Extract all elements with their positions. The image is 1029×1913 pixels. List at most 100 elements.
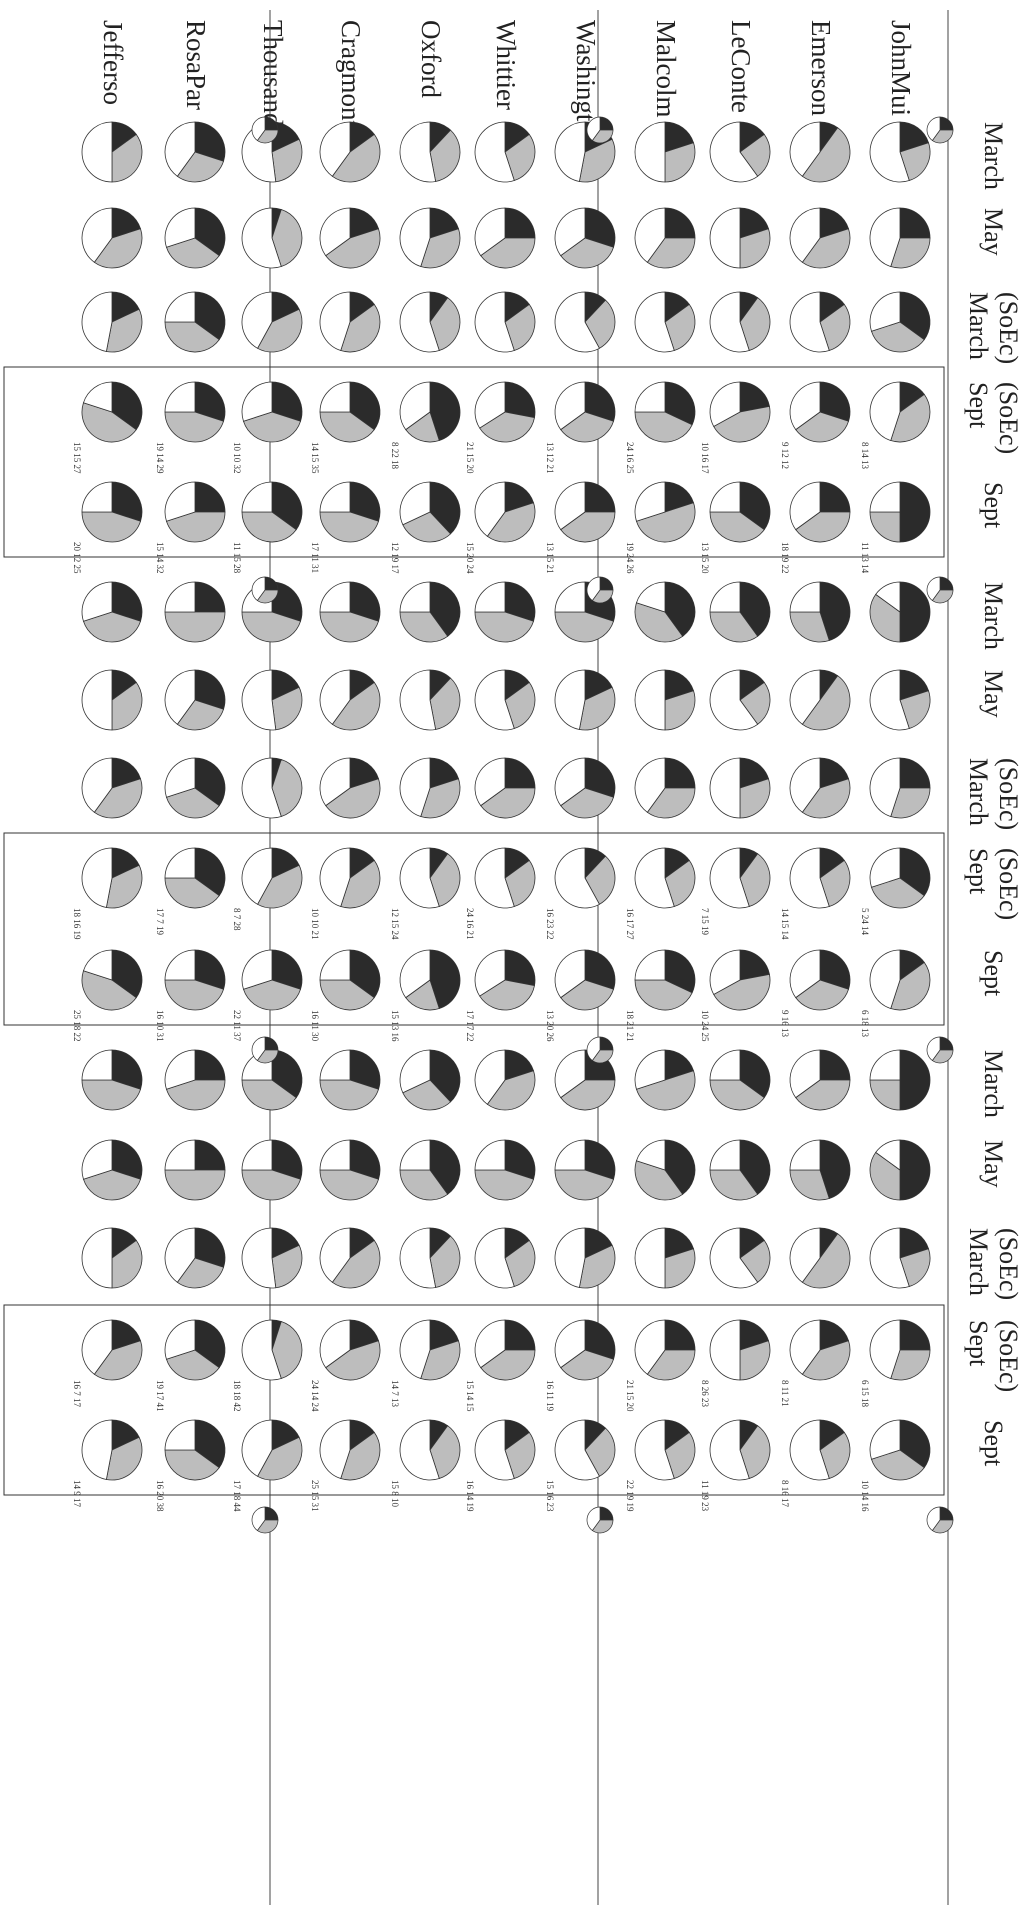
pie-light-slice: [319, 1079, 380, 1111]
pie-light-slice: [795, 411, 850, 443]
pie: [474, 1319, 536, 1381]
column-label: Sept: [979, 950, 1008, 997]
pie-dark-slice: [899, 291, 931, 341]
pie-dark-slice: [429, 757, 460, 789]
pie: [789, 121, 851, 183]
pie-count-label: 8 26 23: [700, 1380, 710, 1408]
pie-white-slice: [709, 847, 750, 909]
pie-light-slice: [578, 138, 616, 183]
pie-light-slice: [664, 1248, 696, 1289]
pie-white-slice: [869, 121, 910, 183]
pie-white-slice: [634, 669, 666, 731]
pie: [241, 207, 303, 269]
pie: [164, 757, 226, 819]
pie-white-slice: [789, 1419, 830, 1481]
pie-white-slice: [474, 669, 515, 731]
pie-dark-slice: [349, 381, 381, 431]
pie-dark-slice: [899, 207, 931, 239]
pie-white-slice: [869, 291, 901, 332]
pie-count-label: 19 17 41: [155, 1380, 165, 1412]
pie: [634, 291, 696, 353]
pie: [554, 1319, 616, 1381]
pie: [399, 207, 461, 269]
pie-white-slice: [474, 1419, 515, 1481]
pie: [789, 581, 851, 643]
pie-white-slice: [635, 1139, 666, 1171]
column-label-line1: (SoEc): [994, 1228, 1023, 1300]
pie: [634, 207, 696, 269]
pie-dark-slice: [819, 207, 850, 239]
pie-dark-slice: [819, 757, 850, 789]
pie-dark-slice: [819, 481, 851, 513]
pie: [319, 581, 381, 643]
pie-white-slice: [164, 949, 196, 981]
pie-light-slice: [429, 677, 461, 730]
pie-white-slice: [81, 669, 113, 731]
pie-dark-slice: [429, 207, 460, 239]
pie-dark-slice: [349, 481, 381, 522]
pie: [399, 669, 461, 731]
pie-white-slice: [554, 669, 586, 730]
pie: [554, 581, 616, 643]
pie: [869, 121, 931, 183]
pie-white-slice: [164, 121, 196, 177]
pie: [709, 291, 771, 353]
pie-light-slice: [242, 979, 302, 1011]
pie: [319, 381, 381, 443]
pie-white-slice: [789, 1139, 821, 1171]
pie-white-slice: [81, 481, 113, 513]
pie-dark-slice: [584, 757, 616, 798]
pie-count-label: 15 15 27: [72, 442, 82, 474]
school-label-johnmui: JohnMui: [886, 20, 916, 116]
pie: [709, 1419, 771, 1481]
pie-light-slice: [420, 778, 461, 819]
pie: [81, 481, 143, 543]
pie-light-slice: [340, 303, 381, 353]
pie-dark-slice: [111, 381, 143, 431]
pie-count-label: 21 15 20: [465, 442, 475, 474]
pie-dark-slice: [194, 581, 226, 613]
pie-light-slice: [271, 1320, 303, 1380]
pie-white-slice: [869, 207, 901, 268]
pie-white-slice: [789, 1319, 821, 1375]
pie-dark-slice: [194, 1227, 226, 1268]
pie-dark-slice: [664, 669, 695, 701]
pie-dark-slice: [584, 381, 616, 422]
pie-light-slice: [560, 411, 615, 443]
pie: [789, 757, 851, 819]
pie-white-slice: [81, 1139, 113, 1180]
pie: [554, 1139, 616, 1201]
pie-dark-slice: [664, 1227, 695, 1259]
pie-light-slice: [429, 1235, 461, 1288]
pie-count-label: 10 10 32: [232, 442, 242, 474]
pie-light-slice: [646, 787, 696, 819]
pie-dark-slice: [584, 1319, 616, 1360]
pie-light-slice: [82, 1169, 142, 1201]
pie: [164, 207, 226, 269]
pie-white-slice: [709, 481, 741, 513]
pie: [474, 291, 536, 353]
pie-dark-slice: [899, 1227, 930, 1259]
pie: [399, 1319, 461, 1381]
pie-light-slice: [584, 1427, 616, 1477]
pie: [869, 1419, 931, 1481]
pie-light-slice: [331, 133, 381, 183]
mini-legend-pie: [586, 1036, 614, 1064]
pie-count-label: 6 15 18: [860, 1380, 870, 1408]
pie: [869, 581, 931, 643]
pie-count-label: 24 16 25: [625, 442, 635, 474]
pie: [474, 1419, 536, 1481]
pie-white-slice: [709, 291, 750, 353]
pie-light-slice: [319, 979, 375, 1011]
pie-dark-slice: [194, 1419, 226, 1469]
pie: [164, 847, 226, 909]
pie-light-slice: [819, 303, 851, 352]
pie-light-slice: [164, 877, 220, 909]
pie-dark-slice: [429, 481, 461, 535]
pie: [554, 669, 616, 731]
pie-count-label: 14 15 35: [310, 442, 320, 474]
pie-white-slice: [241, 757, 282, 819]
pie-dark-slice: [899, 481, 931, 543]
pie-white-slice: [554, 1319, 586, 1369]
pie-light-slice: [709, 1169, 759, 1201]
